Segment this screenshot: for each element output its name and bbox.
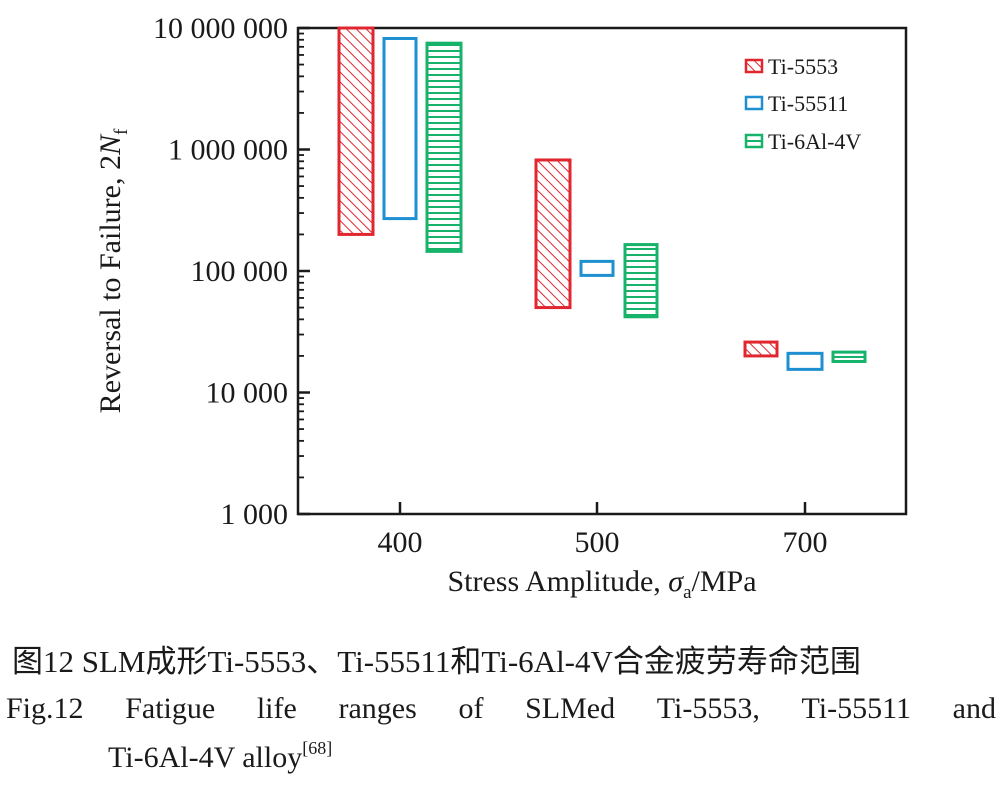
caption-english-line1: Fig.12 Fatigue life ranges of SLMed Ti-5553, Ti… — [6, 692, 996, 726]
range-bar-ti-5553-400 — [337, 26, 375, 236]
x-tick-label: 700 — [783, 526, 828, 559]
y-axis-label: Reversal to Failure, 2Nf — [94, 128, 132, 413]
x-tick-label: 400 — [378, 526, 423, 559]
range-bar-ti-6al-4v-400 — [425, 41, 463, 253]
legend-label: Ti-55511 — [768, 91, 848, 116]
range-bar-ti-55511-700 — [786, 351, 824, 371]
legend-swatch — [744, 95, 764, 111]
caption-word: of — [458, 692, 484, 725]
caption-english-line2: Ti-6Al-4V alloy[68] — [108, 738, 332, 775]
range-bar-ti-6al-4v-700 — [831, 350, 867, 363]
range-bar-ti-6al-4v-500 — [623, 243, 659, 319]
range-bars — [337, 26, 867, 371]
y-axis-ticks: 1 000 10 000 100 000 1 000 000 10 000 000 — [153, 12, 310, 531]
x-tick-label: 500 — [575, 526, 620, 559]
y-tick-label: 100 000 — [191, 255, 289, 288]
caption-reference: [68] — [302, 738, 333, 758]
caption-word: life — [256, 692, 297, 725]
range-bar-ti-5553-500 — [534, 158, 572, 310]
y-tick-label: 1 000 000 — [168, 134, 288, 167]
caption-word: ranges — [338, 692, 417, 725]
legend-swatch — [744, 133, 764, 149]
chart-figure: 1 000 10 000 100 000 1 000 000 10 000 000 40… — [94, 12, 908, 603]
caption-word: Fatigue — [125, 692, 216, 725]
caption-english-line2-text: Ti-6Al-4V alloy — [108, 741, 303, 774]
legend-label: Ti-5553 — [768, 54, 838, 79]
legend-swatch — [744, 58, 764, 74]
x-axis-label: Stress Amplitude, σa/MPa — [447, 565, 756, 603]
range-bar-ti-55511-500 — [579, 259, 615, 277]
range-bar-ti-5553-700 — [743, 340, 779, 358]
y-tick-label: 10 000 000 — [153, 12, 288, 45]
caption-word: and — [952, 692, 996, 725]
legend-label: Ti-6Al-4V — [768, 129, 861, 154]
y-tick-label: 1 000 — [221, 498, 289, 531]
caption-word: Fig.12 — [6, 692, 84, 725]
legend: Ti-5553 Ti-55511 Ti-6Al-4V — [744, 54, 861, 154]
y-tick-label: 10 000 — [206, 377, 289, 410]
caption-word: Ti-55511 — [801, 692, 911, 725]
caption-word: SLMed — [525, 692, 616, 725]
x-axis-ticks: 400 500 700 — [378, 502, 828, 559]
range-bar-ti-55511-400 — [382, 36, 418, 221]
caption-word: Ti-5553, — [656, 692, 760, 725]
caption-chinese: 图12 SLM成形Ti-5553、Ti-55511和Ti-6Al-4V合金疲劳寿… — [12, 644, 861, 679]
